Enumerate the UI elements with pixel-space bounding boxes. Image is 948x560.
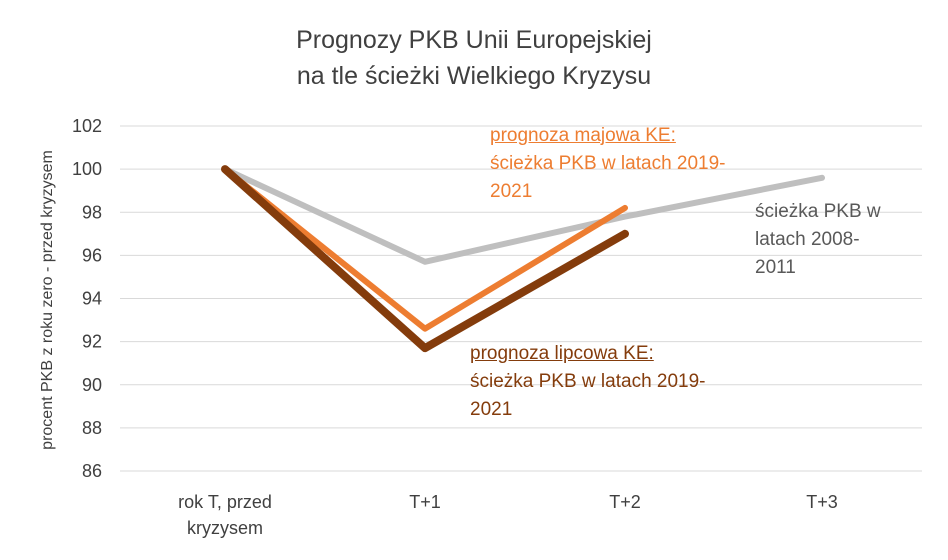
x-tick-label: T+2: [609, 492, 641, 512]
annotation-july-forecast: prognoza lipcowa KE: ścieżka PKB w latac…: [470, 340, 706, 424]
x-tick-label: kryzysem: [187, 518, 263, 538]
series-line-july-forecast: [221, 165, 629, 353]
y-tick-label: 88: [82, 418, 102, 438]
annotation-may-line-1: ścieżka PKB w latach 2019-: [490, 153, 726, 174]
annotation-may-forecast: prognoza majowa KE: ścieżka PKB w latach…: [490, 122, 726, 206]
x-tick-label: T+3: [806, 492, 838, 512]
y-tick-labels: 86 88 90 92 94 96 98 100 102: [72, 116, 102, 481]
annotation-2008-line-3: 2011: [755, 257, 796, 278]
annotation-2008-path: ścieżka PKB w latach 2008- 2011: [755, 198, 881, 282]
annotation-2008-line-1: ścieżka PKB w: [755, 201, 881, 222]
series-lines: [221, 165, 825, 353]
y-tick-label: 90: [82, 375, 102, 395]
gridlines: [120, 125, 922, 472]
annotation-july-heading: prognoza lipcowa KE:: [470, 343, 654, 364]
series-line-may-forecast: [222, 166, 628, 332]
chart-title-line-2: na tle ścieżki Wielkiego Kryzysu: [296, 62, 652, 90]
series-line-2008-2011: [222, 166, 825, 265]
chart-title-line-1: Prognozy PKB Unii Europejskiej: [296, 26, 652, 54]
y-tick-label: 96: [82, 245, 102, 265]
y-tick-label: 98: [82, 202, 102, 222]
y-tick-label: 86: [82, 461, 102, 481]
annotation-july-line-2: 2021: [470, 399, 513, 420]
annotation-may-heading: prognoza majowa KE:: [490, 125, 676, 146]
chart-title: Prognozy PKB Unii Europejskiej na tle śc…: [0, 22, 948, 94]
x-tick-labels: rok T, przed kryzysem T+1 T+2 T+3: [178, 492, 838, 538]
annotation-may-line-2: 2021: [490, 181, 533, 202]
y-axis-label: procent PKB z roku zero - przed kryzysem: [39, 150, 56, 450]
y-tick-label: 94: [82, 289, 102, 309]
x-tick-label: rok T, przed: [178, 492, 272, 512]
annotation-july-line-1: ścieżka PKB w latach 2019-: [470, 371, 706, 392]
annotation-2008-line-2: latach 2008-: [755, 229, 860, 250]
y-tick-label: 100: [72, 159, 102, 179]
y-tick-label: 102: [72, 116, 102, 136]
x-tick-label: T+1: [409, 492, 441, 512]
y-tick-label: 92: [82, 332, 102, 352]
